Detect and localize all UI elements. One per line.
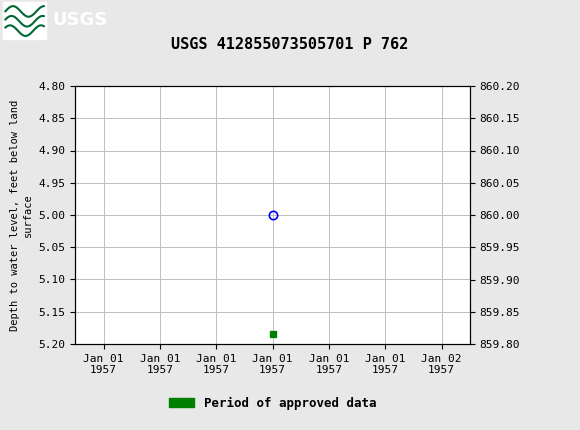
Y-axis label: Depth to water level, feet below land
surface: Depth to water level, feet below land su… xyxy=(10,99,33,331)
Text: USGS: USGS xyxy=(52,12,107,29)
Legend: Period of approved data: Period of approved data xyxy=(164,392,382,415)
FancyBboxPatch shape xyxy=(3,2,46,39)
Text: USGS 412855073505701 P 762: USGS 412855073505701 P 762 xyxy=(171,37,409,52)
